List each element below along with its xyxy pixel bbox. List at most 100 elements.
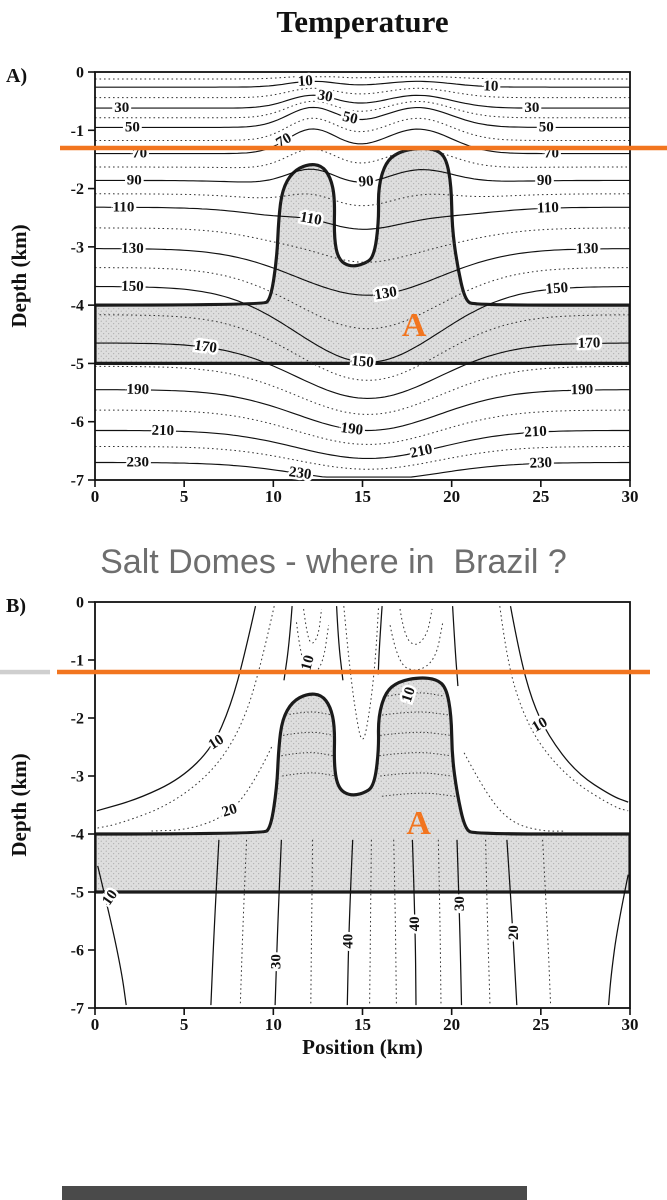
contour-label: 190: [126, 382, 149, 398]
y-tick-label: -1: [71, 123, 84, 140]
x-tick-label: 5: [180, 1015, 189, 1034]
x-axis-title: Position (km): [302, 1035, 423, 1059]
x-tick-label: 30: [622, 487, 639, 506]
contour-label: 210: [151, 423, 174, 439]
x-tick-label: 20: [443, 1015, 460, 1034]
contour-line: [399, 608, 433, 645]
y-tick-label: -6: [71, 943, 84, 960]
contour-label: 10: [206, 732, 227, 754]
x-tick-label: 25: [532, 487, 549, 506]
section-heading: Salt Domes - where in Brazil ?: [100, 543, 567, 581]
contour-line: [451, 606, 459, 687]
contour-label: 130: [576, 241, 599, 257]
contour-label: 110: [537, 200, 559, 217]
x-tick-label: 15: [354, 487, 371, 506]
panel-letter: B): [6, 595, 26, 617]
contour-label: 10: [297, 73, 313, 90]
y-tick-label: -7: [71, 1001, 84, 1018]
contour-line: [335, 606, 344, 681]
panel-a: 0 -1 -2 -3 -4 -5 -6 -7 0 5 10 15 20 25 30 Depth (km) A) 1…: [6, 65, 667, 506]
contour-label: 10: [298, 654, 317, 673]
contour-label: 50: [125, 119, 140, 135]
contour-label: 30: [316, 87, 334, 106]
contour-label: 230: [127, 455, 150, 471]
contour-line: [411, 839, 417, 1006]
contour-label: 230: [288, 464, 313, 483]
y-axis-title: Depth (km): [7, 224, 31, 327]
x-tick-label: 15: [354, 1015, 371, 1034]
contour-line: [95, 128, 630, 155]
contour-line: [346, 839, 354, 1006]
contour-label: 170: [578, 335, 601, 351]
contour-label: 20: [220, 801, 239, 821]
y-tick-label: -4: [71, 298, 84, 315]
contour-label: 210: [409, 441, 434, 461]
contour-label: 230: [529, 455, 552, 472]
contour-line: [607, 874, 629, 1006]
y-tick-label: -2: [71, 711, 84, 728]
contour-line: [382, 711, 450, 716]
contour-line: [95, 461, 630, 478]
contour-line: [95, 429, 630, 459]
contour-label: 130: [121, 241, 144, 257]
contour-line: [148, 746, 273, 832]
contour-line: [296, 622, 330, 674]
contour-line: [95, 94, 630, 109]
y-axis-title: Depth (km): [7, 753, 31, 856]
contour-line: [95, 227, 630, 263]
contour-line: [95, 80, 630, 88]
contour-label: 150: [121, 279, 144, 295]
salt-body: [95, 676, 630, 894]
contour-line: [506, 839, 518, 1006]
page-title: Temperature: [276, 4, 449, 39]
contour-label: 170: [193, 338, 218, 357]
contour-line: [95, 106, 630, 128]
contour-line: [97, 865, 127, 1006]
contour-line: [456, 839, 463, 1006]
caption-line1-suffix: for: [512, 1196, 570, 1200]
y-tick-label: -6: [71, 414, 84, 431]
contour-label: 50: [341, 109, 359, 128]
y-tick-label: -3: [71, 769, 84, 786]
contour-lines: [95, 76, 630, 478]
contour-line: [95, 365, 630, 415]
bottom-caption: Salt Dome A is perfect for DBHD GDF 4.75…: [0, 1086, 667, 1200]
scan-bottom-bar: [62, 1186, 527, 1200]
y-tick-label: 0: [76, 595, 84, 612]
contour-line: [210, 839, 220, 1006]
contour-line: [95, 314, 630, 381]
contour-line: [274, 839, 283, 1006]
contour-label: 190: [340, 420, 364, 439]
y-tick-label: -3: [71, 239, 84, 256]
dome-annotation: A: [406, 805, 431, 842]
contour-line: [95, 148, 630, 169]
x-tick-label: 10: [265, 1015, 282, 1034]
dome-annotation: A: [402, 307, 427, 344]
contour-line: [283, 606, 293, 681]
y-tick-label: 0: [76, 65, 84, 82]
gray-line-stub: [0, 669, 50, 675]
y-tick-label: -5: [71, 356, 84, 373]
contour-line: [377, 606, 383, 675]
x-tick-label: 10: [265, 487, 282, 506]
contour-label: 150: [545, 280, 569, 298]
x-tick-label: 30: [622, 1015, 639, 1034]
contour-line: [499, 606, 629, 812]
contour-line: [282, 772, 336, 777]
contour-line: [95, 248, 630, 296]
contour-label: 150: [351, 353, 375, 371]
x-tick-label: 25: [532, 1015, 549, 1034]
y-tick-label: -5: [71, 885, 84, 902]
contour-label: 40: [407, 916, 423, 931]
contour-line: [96, 605, 275, 829]
contour-line: [95, 342, 630, 399]
contour-label: 50: [539, 119, 554, 135]
contour-label: 30: [452, 896, 468, 911]
y-tick-label: -2: [71, 181, 84, 198]
contour-label: 30: [524, 100, 539, 116]
contour-line: [509, 605, 629, 803]
contour-line: [95, 409, 630, 445]
salt-body: [95, 146, 630, 365]
